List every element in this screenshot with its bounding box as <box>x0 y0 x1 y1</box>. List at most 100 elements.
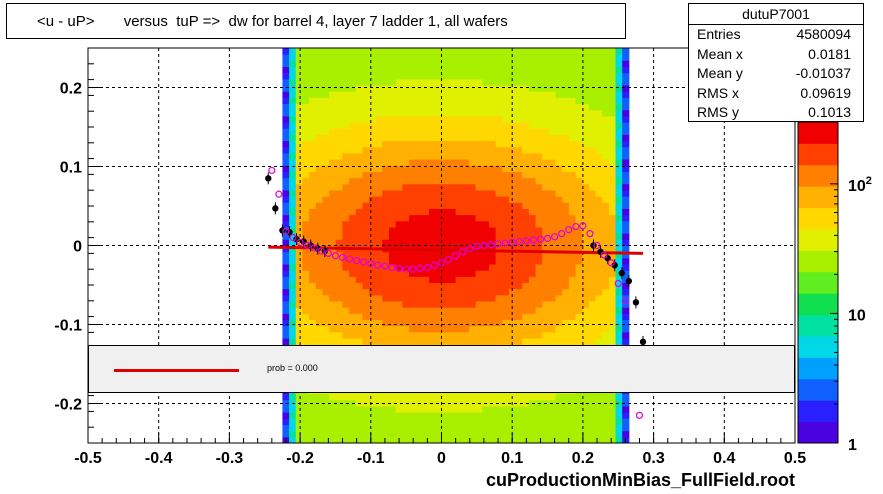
heatmap-cell <box>428 109 437 117</box>
heatmap-cell <box>349 78 357 86</box>
heatmap-cell <box>369 109 377 117</box>
heatmap-cell <box>295 122 303 129</box>
x-tick-label: -0.2 <box>286 450 314 467</box>
heatmap-cell <box>548 208 557 216</box>
heatmap-cell <box>395 115 403 123</box>
heatmap-cell <box>548 430 557 438</box>
heatmap-cell <box>595 159 603 166</box>
heatmap-cell <box>349 270 357 277</box>
heatmap-cell <box>322 140 330 148</box>
heatmap-cell <box>382 208 390 216</box>
heatmap-cell <box>462 233 470 240</box>
heatmap-cell <box>422 85 430 92</box>
heatmap-cell <box>289 54 297 61</box>
heatmap-cell <box>488 140 497 148</box>
heatmap-cell <box>535 220 543 228</box>
heatmap-cell <box>482 226 490 234</box>
heatmap-cell <box>595 97 603 105</box>
heatmap-cell <box>568 294 577 302</box>
heatmap-cell <box>422 239 430 246</box>
heatmap-cell <box>362 85 370 92</box>
heatmap-cell <box>462 91 470 98</box>
heatmap-cell <box>528 202 537 209</box>
heatmap-cell <box>402 60 410 68</box>
heatmap-cell <box>602 109 610 117</box>
heatmap-cell <box>395 338 403 345</box>
heatmap-cell <box>322 48 330 55</box>
heatmap-cell <box>595 146 603 154</box>
heatmap-cell <box>575 412 583 419</box>
heatmap-cell <box>309 159 317 166</box>
heatmap-cell <box>582 140 590 148</box>
heatmap-cell <box>528 276 537 284</box>
heatmap-cell <box>582 177 590 185</box>
stats-value: 4580094 <box>796 26 851 42</box>
heatmap-cell <box>495 202 503 209</box>
heatmap-cell <box>502 128 510 135</box>
heatmap-cell <box>409 251 417 259</box>
heatmap-cell <box>415 202 423 209</box>
heatmap-cell <box>335 177 343 185</box>
heatmap-cell <box>382 165 390 172</box>
heatmap-cell <box>302 177 310 185</box>
heatmap-cell <box>435 122 443 129</box>
heatmap-cell <box>329 208 337 216</box>
heatmap-cell <box>289 270 297 277</box>
heatmap-cell <box>322 257 330 265</box>
heatmap-cell <box>462 307 470 314</box>
heatmap-cell <box>315 208 323 216</box>
heatmap-cell <box>595 60 603 68</box>
heatmap-cell <box>562 257 570 265</box>
heatmap-cell <box>355 66 363 74</box>
heatmap-cell <box>622 282 630 290</box>
heatmap-cell <box>495 72 503 80</box>
heatmap-cell <box>409 103 417 111</box>
heatmap-cell <box>568 239 577 246</box>
heatmap-cell <box>562 393 570 401</box>
heatmap-cell <box>322 276 330 284</box>
heatmap-cell <box>462 140 470 148</box>
heatmap-cell <box>428 115 437 123</box>
heatmap-cell <box>622 140 630 148</box>
heatmap-cell <box>309 146 317 154</box>
heatmap-cell <box>608 103 617 111</box>
heatmap-cell <box>535 134 543 142</box>
heatmap-cell <box>322 313 330 321</box>
heatmap-cell <box>302 196 310 203</box>
heatmap-cell <box>335 264 343 271</box>
heatmap-cell <box>588 122 597 129</box>
heatmap-cell <box>382 233 390 240</box>
heatmap-cell <box>595 276 603 284</box>
heatmap-cell <box>595 177 603 185</box>
heatmap-cell <box>282 97 290 105</box>
heatmap-cell <box>488 214 497 222</box>
heatmap-cell <box>522 307 530 314</box>
heatmap-cell <box>535 325 543 333</box>
heatmap-cell <box>462 301 470 308</box>
heatmap-cell <box>615 424 623 432</box>
heatmap-cell <box>502 208 510 216</box>
heatmap-cell <box>562 276 570 284</box>
heatmap-cell <box>395 331 403 339</box>
heatmap-cell <box>615 430 623 438</box>
heatmap-cell <box>442 301 450 308</box>
heatmap-cell <box>342 48 350 55</box>
heatmap-cell <box>355 393 363 401</box>
heatmap-cell <box>342 85 350 92</box>
heatmap-cell <box>615 97 623 105</box>
heatmap-cell <box>409 424 417 432</box>
heatmap-cell <box>515 282 523 290</box>
heatmap-cell <box>495 313 503 321</box>
profile-point-mean <box>639 338 647 346</box>
heatmap-cell <box>282 208 290 216</box>
heatmap-cell <box>395 72 403 80</box>
heatmap-cell <box>602 331 610 339</box>
heatmap-cell <box>602 412 610 419</box>
heatmap-cell <box>435 319 443 327</box>
heatmap-cell <box>595 183 603 191</box>
heatmap-cell <box>355 226 363 234</box>
heatmap-cell <box>289 97 297 105</box>
heatmap-cell <box>475 146 483 154</box>
profile-point-median <box>423 264 431 272</box>
heatmap-cell <box>428 177 437 185</box>
